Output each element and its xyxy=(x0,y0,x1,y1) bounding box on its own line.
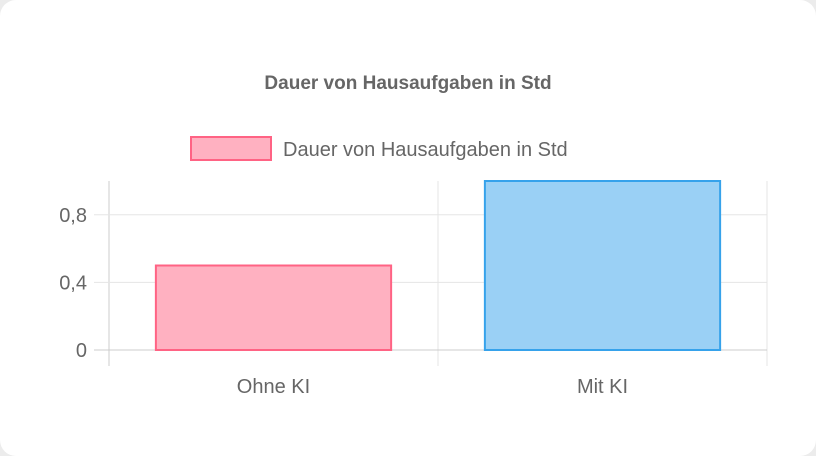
bar-ohne-ki xyxy=(154,264,393,351)
legend-item[interactable]: Dauer von Hausaufgaben in Std xyxy=(190,136,568,161)
x-tick-label: Mit KI xyxy=(577,376,628,398)
y-tick-label: 0,8 xyxy=(59,205,87,227)
y-tick-label: 0,4 xyxy=(59,272,87,294)
chart-title: Dauer von Hausaufgaben in Std xyxy=(264,73,551,94)
legend-label: Dauer von Hausaufgaben in Std xyxy=(283,139,568,161)
x-tick-label: Ohne KI xyxy=(237,376,310,398)
y-tick-label: 0 xyxy=(76,340,87,362)
legend-swatch xyxy=(190,136,272,161)
bar-mit-ki xyxy=(483,180,722,351)
